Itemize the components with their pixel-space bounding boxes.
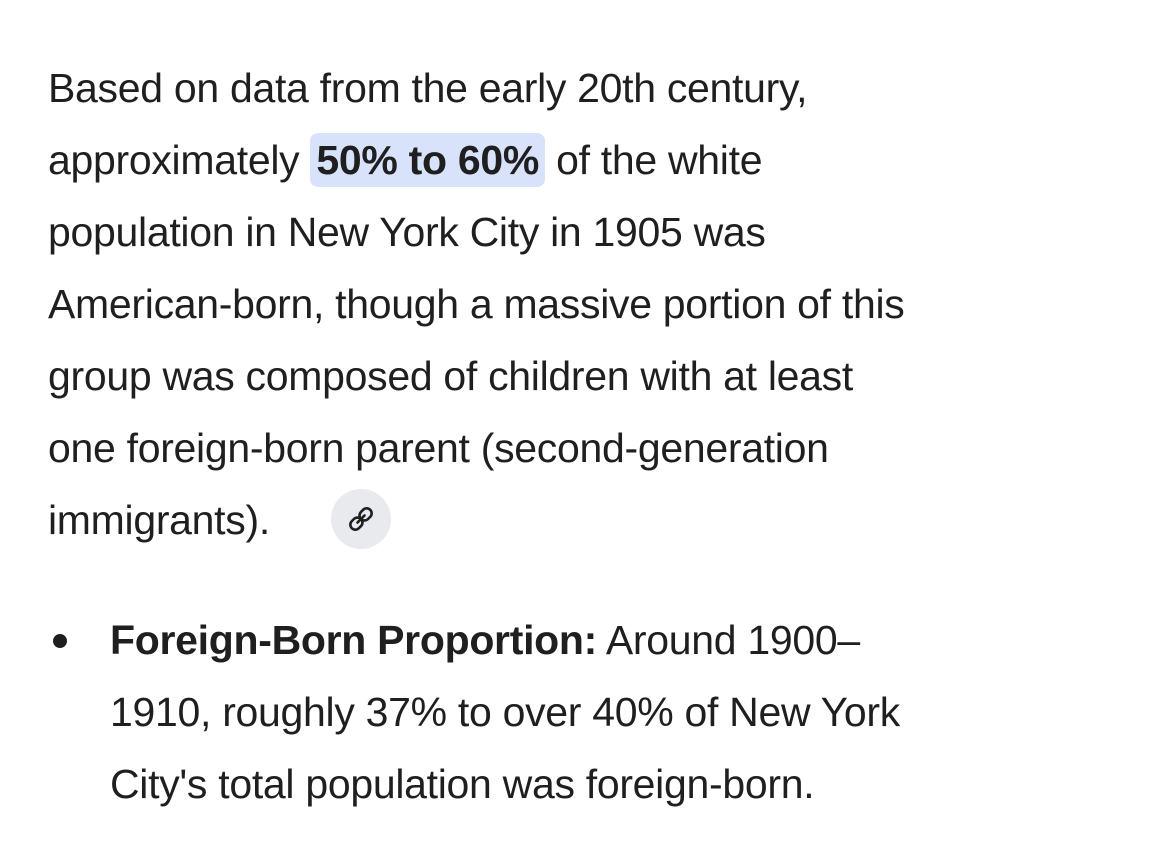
text-line: approximately 50% to 60% of the white <box>48 124 763 196</box>
text: American-born, though a massive portion … <box>48 281 905 327</box>
text: approximately <box>48 137 311 183</box>
text: one foreign-born parent (second-generati… <box>48 425 829 471</box>
link-icon <box>349 507 373 531</box>
text-line: American-born, though a massive portion … <box>48 268 905 340</box>
bullet-dot <box>53 634 67 648</box>
text: immigrants). <box>48 497 270 543</box>
text-line: Foreign-Born Proportion: Around 1900– <box>110 604 860 676</box>
text: City's total population was foreign-born… <box>110 761 815 807</box>
text-line: City's total population was foreign-born… <box>110 748 815 820</box>
text-line: Based on data from the early 20th centur… <box>48 52 808 124</box>
bold-label: Foreign-Born Proportion: <box>110 617 598 663</box>
text-line: population in New York City in 1905 was <box>48 196 766 268</box>
text: group was composed of children with at l… <box>48 353 853 399</box>
source-link[interactable] <box>331 489 391 549</box>
text-line: 1910, roughly 37% to over 40% of New Yor… <box>110 676 900 748</box>
text: population in New York City in 1905 was <box>48 209 766 255</box>
text-line: one foreign-born parent (second-generati… <box>48 412 829 484</box>
text: of the white <box>545 137 763 183</box>
text: 1910, roughly 37% to over 40% of New Yor… <box>110 689 900 735</box>
text-line: immigrants). <box>48 484 270 556</box>
text: Based on data from the early 20th centur… <box>48 65 808 111</box>
text: Around 1900– <box>597 617 860 663</box>
text-line: group was composed of children with at l… <box>48 340 853 412</box>
highlight: 50% to 60% <box>310 133 546 187</box>
